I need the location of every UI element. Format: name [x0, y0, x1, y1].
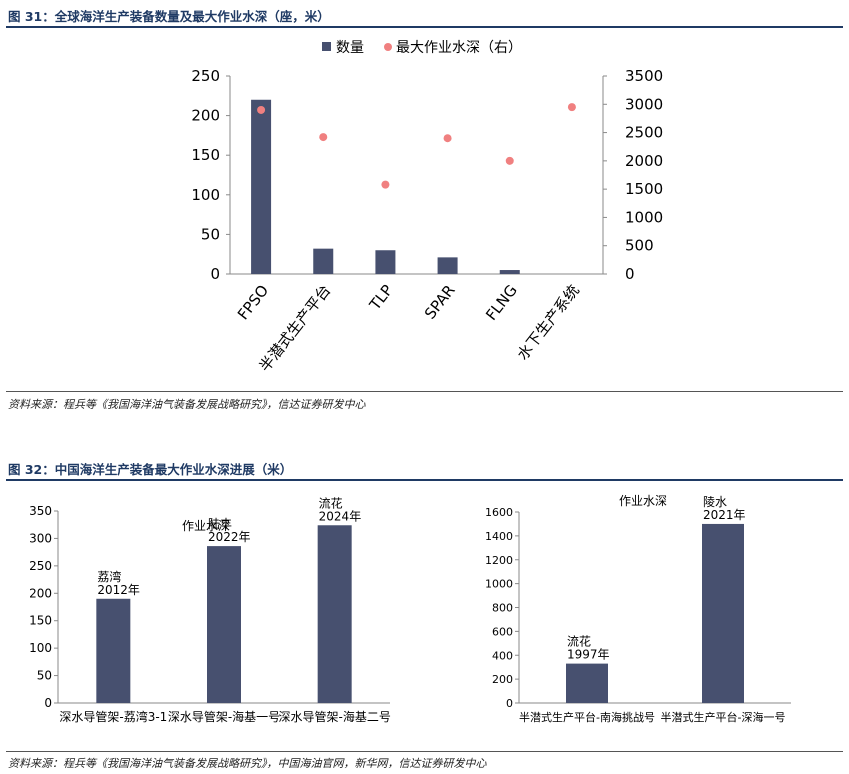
- c1-category-label: 水下生产系统: [513, 281, 583, 363]
- c1-depth-point: [505, 156, 514, 165]
- c1-depth-point: [319, 133, 328, 142]
- c2-bar-label-name: 陆丰: [208, 516, 232, 531]
- c3-bar: [702, 523, 744, 703]
- c2-y-tick-label: 350: [29, 504, 52, 518]
- c2-bar: [96, 598, 131, 703]
- c1-depth-point: [381, 180, 390, 189]
- c1-left-tick-label: 50: [201, 225, 220, 243]
- c3-y-tick-label: 1200: [485, 554, 513, 567]
- c2-y-tick-label: 300: [29, 531, 52, 545]
- c3-bar-label-name: 陵水: [703, 495, 727, 509]
- c3-bar-label-name: 流花: [567, 634, 591, 649]
- c3-category-label: 半潜式生产平台-深海一号: [661, 710, 786, 724]
- c2-bar-label-name: 流花: [319, 495, 343, 510]
- c2-y-tick-label: 50: [37, 669, 52, 683]
- c1-category-label: FPSO: [234, 281, 272, 323]
- c3-bar: [566, 663, 608, 703]
- figure32-bottom-rule: [6, 751, 843, 752]
- c3-y-tick-label: 400: [492, 649, 513, 662]
- c1-left-tick-label: 250: [191, 67, 220, 85]
- c2-bar: [207, 546, 241, 703]
- c2-category-label: 深水导管架-荔湾3-1: [59, 709, 167, 724]
- c3-bar-label-year: 1997年: [567, 648, 610, 662]
- c1-right-tick-label: 3000: [625, 95, 663, 113]
- c3-title: 作业水深: [619, 494, 667, 508]
- c1-bar: [499, 270, 520, 274]
- c3-category-label: 半潜式生产平台-南海挑战号: [519, 710, 655, 724]
- c1-category-label: TLP: [365, 281, 396, 314]
- c2-bar-label-year: 2022年: [208, 530, 251, 544]
- c1-legend-bar-swatch: [322, 42, 331, 51]
- c3-bar-label-year: 2021年: [703, 508, 746, 522]
- c3-y-tick-label: 200: [492, 673, 513, 686]
- c1-legend-dot-label: 最大作业水深（右）: [396, 40, 522, 56]
- c1-right-tick-label: 2000: [625, 152, 663, 170]
- c1-right-tick-label: 2500: [625, 124, 663, 142]
- c2-title: 作业水深: [182, 519, 230, 533]
- c1-left-tick-label: 150: [191, 146, 220, 164]
- figure31-source: 资料来源：程兵等《我国海洋油气装备发展战略研究》，信达证券研发中心: [8, 398, 366, 411]
- c2-y-tick-label: 100: [29, 641, 52, 655]
- c1-category-label: SPAR: [421, 281, 459, 322]
- figure31-top-rule: [6, 26, 843, 28]
- c1-right-tick-label: 3500: [625, 67, 663, 85]
- figure32-top-rule: [6, 479, 843, 481]
- figure31-bottom-rule: [6, 391, 843, 392]
- c1-left-tick-label: 100: [191, 186, 220, 204]
- c1-legend-dot-swatch: [384, 43, 392, 51]
- c3-y-tick-label: 1000: [485, 578, 513, 591]
- c1-bar: [375, 250, 396, 274]
- c1-left-tick-label: 200: [191, 107, 220, 125]
- c3-y-tick-label: 800: [492, 602, 513, 615]
- c2-y-tick-label: 250: [29, 559, 52, 573]
- c1-bar: [251, 99, 272, 274]
- c3-y-tick-label: 600: [492, 625, 513, 638]
- c3-y-tick-label: 1600: [485, 506, 513, 519]
- c2-category-label: 深水导管架-海基二号: [278, 709, 390, 724]
- c2-bar-label-year: 2012年: [97, 583, 140, 597]
- c2-y-tick-label: 0: [44, 696, 52, 710]
- c2-bar-label-year: 2024年: [319, 509, 362, 523]
- c1-right-tick-label: 0: [625, 265, 635, 283]
- c2-y-tick-label: 200: [29, 586, 52, 600]
- figure32-title: 图 32：中国海洋生产装备最大作业水深进展（米）: [8, 462, 293, 477]
- c1-right-tick-label: 500: [625, 237, 654, 255]
- c1-depth-point: [567, 103, 576, 112]
- c3-y-tick-label: 0: [506, 697, 513, 710]
- c1-category-label: FLNG: [482, 281, 521, 323]
- c1-depth-point: [257, 105, 266, 114]
- c1-bar: [313, 248, 334, 274]
- c1-right-tick-label: 1000: [625, 208, 663, 226]
- c2-category-label: 深水导管架-海基一号: [168, 709, 280, 724]
- c2-bar-label-name: 荔湾: [97, 569, 121, 584]
- figure32-source: 资料来源：程兵等《我国海洋油气装备发展战略研究》，中国海油官网，新华网，信达证券…: [8, 757, 487, 770]
- c1-depth-point: [443, 134, 452, 143]
- c2-bar: [317, 525, 352, 703]
- c2-y-tick-label: 150: [29, 614, 52, 628]
- c1-left-tick-label: 0: [210, 265, 220, 283]
- figure31-title: 图 31：全球海洋生产装备数量及最大作业水深（座，米）: [8, 9, 330, 24]
- c1-right-tick-label: 1500: [625, 180, 663, 198]
- c1-legend-bar-label: 数量: [336, 40, 364, 56]
- c1-bar: [437, 257, 458, 274]
- c3-y-tick-label: 1400: [485, 530, 513, 543]
